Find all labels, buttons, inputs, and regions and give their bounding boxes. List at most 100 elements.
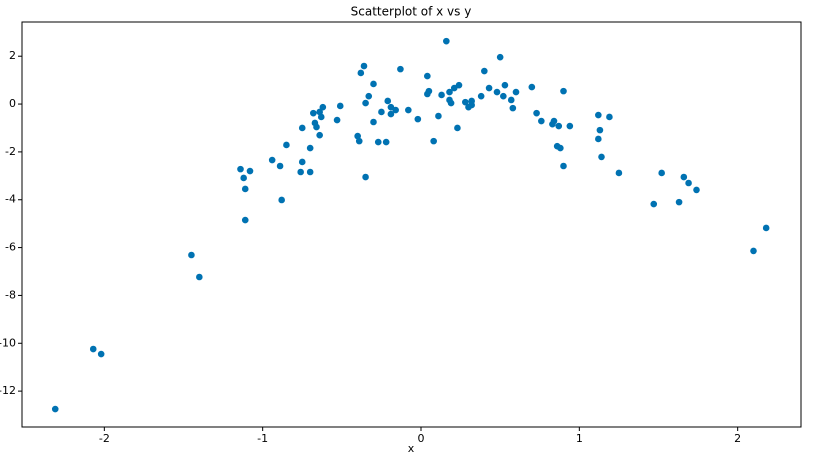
point — [297, 168, 304, 176]
point — [598, 153, 605, 161]
point — [317, 113, 325, 121]
point — [560, 162, 567, 170]
point — [278, 196, 285, 204]
point — [430, 137, 437, 145]
point — [455, 81, 463, 89]
point — [336, 102, 344, 110]
point — [310, 109, 317, 117]
point — [509, 104, 517, 112]
point — [650, 200, 658, 208]
point — [485, 84, 493, 92]
point — [188, 251, 195, 259]
point — [276, 162, 284, 170]
point — [533, 109, 540, 117]
point — [447, 99, 455, 107]
y-tick-label: 0 — [9, 97, 16, 110]
point — [370, 80, 377, 88]
point — [680, 173, 688, 181]
point — [362, 173, 369, 181]
point — [454, 124, 461, 132]
point — [387, 103, 395, 111]
y-tick-label: -8 — [5, 288, 16, 301]
point — [405, 106, 412, 114]
point — [414, 115, 422, 123]
point — [241, 185, 249, 193]
point — [355, 137, 363, 145]
point — [425, 87, 433, 95]
point — [51, 405, 59, 413]
y-tick-label: 2 — [9, 49, 16, 62]
x-axis-label: x — [408, 442, 415, 454]
point — [357, 69, 365, 77]
point — [435, 112, 442, 120]
point — [298, 124, 306, 132]
point — [246, 167, 254, 175]
point — [762, 224, 770, 232]
point — [560, 87, 567, 95]
point — [566, 122, 574, 130]
point — [313, 123, 320, 131]
point — [237, 165, 244, 173]
point — [528, 83, 536, 91]
point — [240, 174, 247, 182]
point — [557, 144, 564, 152]
point — [354, 132, 361, 140]
point — [298, 158, 306, 166]
point — [387, 110, 395, 118]
point — [496, 53, 504, 61]
point — [555, 122, 563, 130]
point — [438, 91, 445, 99]
point — [397, 65, 404, 73]
point — [658, 169, 665, 177]
point — [306, 168, 314, 176]
point — [89, 345, 97, 353]
point — [595, 111, 602, 119]
point — [596, 126, 604, 134]
point — [443, 37, 450, 45]
point — [283, 141, 290, 149]
y-tick-label: -4 — [5, 193, 16, 206]
point — [362, 99, 369, 107]
point — [316, 131, 323, 139]
chart-title: Scatterplot of x vs y — [351, 5, 472, 19]
point — [675, 198, 683, 206]
point — [477, 92, 485, 100]
point — [378, 108, 385, 116]
point — [365, 92, 373, 100]
y-tick-label: -12 — [0, 384, 16, 397]
point — [241, 216, 249, 224]
x-tick-label: -2 — [99, 432, 110, 445]
point — [370, 118, 377, 126]
point — [538, 117, 545, 125]
point — [306, 144, 314, 152]
point — [606, 113, 613, 121]
point — [196, 273, 203, 281]
point — [468, 101, 475, 109]
point — [360, 62, 368, 70]
plot-frame — [21, 21, 802, 428]
point — [319, 103, 327, 111]
y-tick-label: -10 — [0, 336, 16, 349]
point — [615, 169, 623, 177]
point — [392, 106, 399, 114]
point — [550, 117, 558, 125]
point — [268, 156, 276, 164]
point — [333, 116, 341, 124]
x-tick-label: 2 — [734, 432, 741, 445]
point — [384, 97, 392, 105]
point — [501, 81, 509, 89]
point — [750, 247, 757, 255]
point — [316, 108, 323, 116]
x-tick-label: 0 — [418, 432, 425, 445]
point — [500, 92, 507, 100]
point — [97, 350, 105, 358]
point — [462, 98, 469, 106]
point — [481, 67, 488, 75]
point — [382, 138, 390, 146]
point — [685, 179, 692, 187]
x-tick-label: -1 — [257, 432, 268, 445]
point — [493, 88, 501, 96]
point — [424, 72, 431, 80]
point — [507, 96, 515, 104]
